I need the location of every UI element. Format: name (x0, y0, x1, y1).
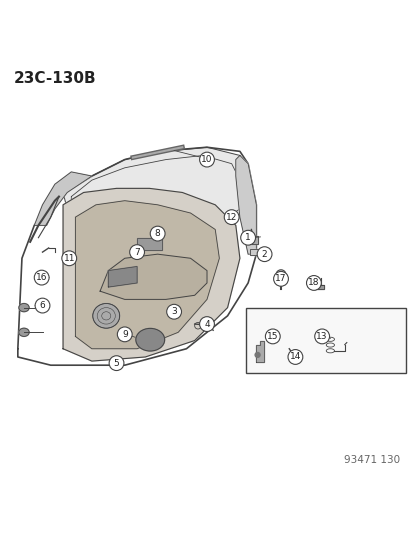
Bar (245, 308, 406, 374)
Ellipse shape (135, 328, 164, 351)
Text: 1: 1 (244, 233, 250, 242)
Polygon shape (108, 266, 137, 287)
Text: 17: 17 (275, 274, 286, 284)
Text: 13: 13 (316, 332, 327, 341)
Text: 10: 10 (201, 155, 212, 164)
Circle shape (273, 271, 288, 286)
Circle shape (199, 152, 214, 167)
Circle shape (254, 352, 259, 358)
Ellipse shape (93, 303, 119, 328)
Text: 16: 16 (36, 273, 47, 282)
Circle shape (240, 230, 255, 245)
Text: 7: 7 (134, 248, 140, 256)
Circle shape (166, 304, 181, 319)
Circle shape (224, 210, 238, 224)
Polygon shape (313, 285, 323, 289)
Text: 11: 11 (63, 254, 75, 263)
Circle shape (314, 329, 329, 344)
Circle shape (287, 350, 302, 365)
Ellipse shape (19, 328, 29, 336)
Text: 5: 5 (114, 359, 119, 368)
Polygon shape (100, 254, 206, 300)
Circle shape (62, 251, 76, 265)
Text: 12: 12 (225, 213, 237, 222)
Bar (249, 249, 264, 255)
Text: 18: 18 (307, 278, 319, 287)
Polygon shape (63, 188, 239, 361)
Bar (137, 238, 161, 250)
Text: 4: 4 (204, 320, 209, 328)
Circle shape (199, 317, 214, 332)
Polygon shape (255, 341, 263, 362)
Ellipse shape (19, 303, 29, 312)
Circle shape (109, 356, 123, 370)
Text: 14: 14 (289, 352, 300, 361)
Polygon shape (235, 156, 256, 254)
Text: 6: 6 (40, 301, 45, 310)
Circle shape (150, 226, 165, 241)
Text: 2: 2 (261, 249, 267, 259)
Bar (247, 237, 258, 244)
Polygon shape (63, 147, 252, 230)
Polygon shape (34, 172, 92, 225)
Text: 23C-130B: 23C-130B (14, 71, 96, 86)
Polygon shape (75, 201, 219, 349)
Text: 8: 8 (154, 229, 160, 238)
Circle shape (265, 329, 280, 344)
Circle shape (256, 247, 271, 262)
Bar (247, 237, 258, 244)
Text: 93471 130: 93471 130 (343, 455, 399, 465)
Text: 15: 15 (266, 332, 278, 341)
Circle shape (306, 276, 320, 290)
Text: 9: 9 (121, 330, 127, 339)
Circle shape (35, 298, 50, 313)
Circle shape (34, 270, 49, 285)
Circle shape (117, 327, 132, 342)
Text: 3: 3 (171, 307, 176, 316)
Bar (249, 249, 264, 255)
Circle shape (275, 270, 285, 280)
Circle shape (129, 245, 144, 260)
Bar (137, 238, 161, 250)
